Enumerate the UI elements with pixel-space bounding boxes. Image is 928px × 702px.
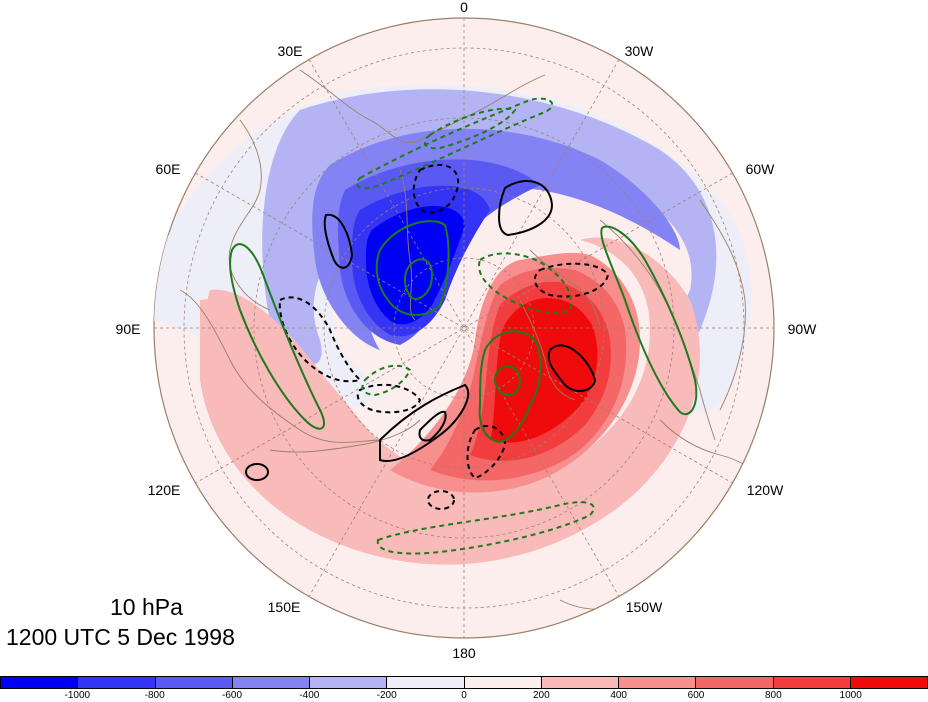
colorbar-swatch — [1, 677, 79, 688]
colorbar-tick-label: -400 — [299, 690, 320, 701]
colorbar-swatch — [696, 677, 774, 688]
colorbar-tick-label: -1000 — [64, 690, 91, 701]
lon-label: 150W — [625, 599, 663, 615]
lon-label: 120W — [746, 482, 784, 498]
colorbar-swatch — [310, 677, 388, 688]
pressure-level-title: 10 hPa — [110, 594, 183, 620]
graticule — [154, 18, 774, 638]
colorbar-swatch — [78, 677, 156, 688]
colorbar-swatch — [387, 677, 465, 688]
colorbar-swatch — [232, 677, 310, 688]
lon-label: 30E — [277, 43, 303, 59]
colorbar-tick-label: -200 — [376, 690, 397, 701]
contours — [229, 97, 698, 555]
lon-label: 90E — [115, 321, 141, 337]
colorbar-swatch — [155, 677, 233, 688]
lon-label: 30W — [624, 43, 654, 59]
colorbar-tick-label: 400 — [610, 690, 627, 701]
lon-label: 60E — [155, 161, 181, 177]
lon-label: 120E — [147, 482, 181, 498]
colorbar-tick-label: 600 — [687, 690, 705, 701]
colorbar-tick-label: -800 — [144, 690, 165, 701]
lon-label: 150E — [267, 599, 301, 615]
colorbar-swatch — [541, 677, 619, 688]
colorbar-swatch — [619, 677, 697, 688]
colorbar-swatch — [850, 677, 927, 688]
date-time-title: 1200 UTC 5 Dec 1998 — [6, 624, 235, 650]
colorbar-swatch — [773, 677, 851, 688]
colorbar-tick-label: 1000 — [839, 690, 862, 701]
lon-label: 90W — [787, 321, 817, 337]
colorbar-tick-label: -600 — [221, 690, 243, 701]
colorbar-tick-label: 0 — [461, 690, 467, 701]
colorbar — [0, 676, 928, 689]
lon-label: 0 — [460, 0, 468, 15]
colorbar-tick-label: 800 — [764, 690, 782, 701]
colorbar-tick-label: 200 — [532, 690, 550, 701]
lon-label: 60W — [745, 161, 775, 177]
lon-label: 180 — [452, 645, 476, 661]
colorbar-swatch — [464, 677, 542, 688]
